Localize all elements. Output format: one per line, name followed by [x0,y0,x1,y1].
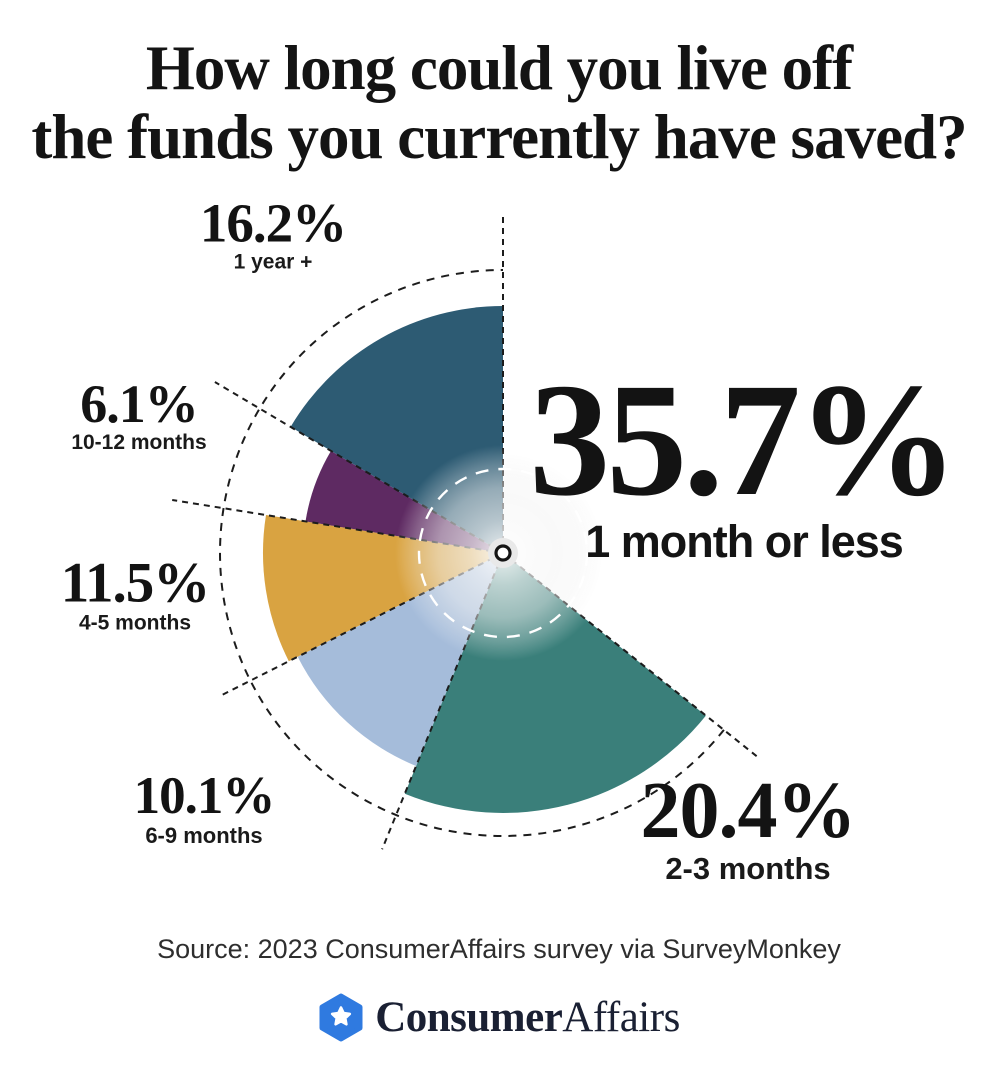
inner-dashed-circle-and-hub [417,467,589,639]
segment-cat-10-12-months: 10-12 months [71,430,207,454]
segment-label-4-5-months: 11.5% 4-5 months [60,551,211,635]
segment-cat-6-9-months: 6-9 months [145,822,263,848]
logo-wordmark: ConsumerAffairs [375,996,680,1039]
segment-label-10-12-months: 6.1% 10-12 months [71,377,206,455]
segment-cat-2-3-months: 2-3 months [665,851,831,887]
segment-pct-4-5-months: 11.5% [60,551,211,615]
ray-202.2 [381,552,504,850]
logo-star-hexagon-icon [319,993,363,1042]
segment-pct-6-9-months: 10.1% [133,766,276,825]
ray-243.2 [218,552,504,698]
page-title-line2: the funds you currently have saved? [31,101,967,172]
segment-pct-1-month-or-less: 35.7% [529,351,958,530]
page-title-line1: How long could you live off [145,33,853,103]
segment-cat-1-year-plus: 1 year + [233,250,313,274]
star-icon [331,1006,352,1026]
segment-cat-1-month-or-less: 1 month or less [585,516,904,567]
segment-label-2-3-months: 20.4% 2-3 months [640,767,857,887]
outer-dashed-arc [219,269,725,837]
segment-pct-1-year-plus: 16.2% [199,192,347,254]
logo-wordmark-consumer: Consumer [375,994,563,1041]
segment-pct-2-3-months: 20.4% [640,767,857,856]
segment-pct-10-12-months: 6.1% [80,373,199,434]
segment-label-1-month-or-less: 35.7% [529,351,958,530]
segment-label-1-year-plus: 16.2% 1 year + [199,192,347,274]
page-title: How long could you live off the funds yo… [0,34,998,171]
consumeraffairs-logo: ConsumerAffairs [0,993,998,1042]
segment-cat-4-5-months: 4-5 months [78,611,192,635]
center-ring [494,544,512,562]
inner-white-dashed-circle [417,467,589,639]
slice-1-month-or-less [503,223,833,760]
source-attribution: Source: 2023 ConsumerAffairs survey via … [157,934,841,964]
segment-label-6-9-months: 10.1% 6-9 months [133,766,276,848]
logo-wordmark-affairs: Affairs [562,994,680,1041]
